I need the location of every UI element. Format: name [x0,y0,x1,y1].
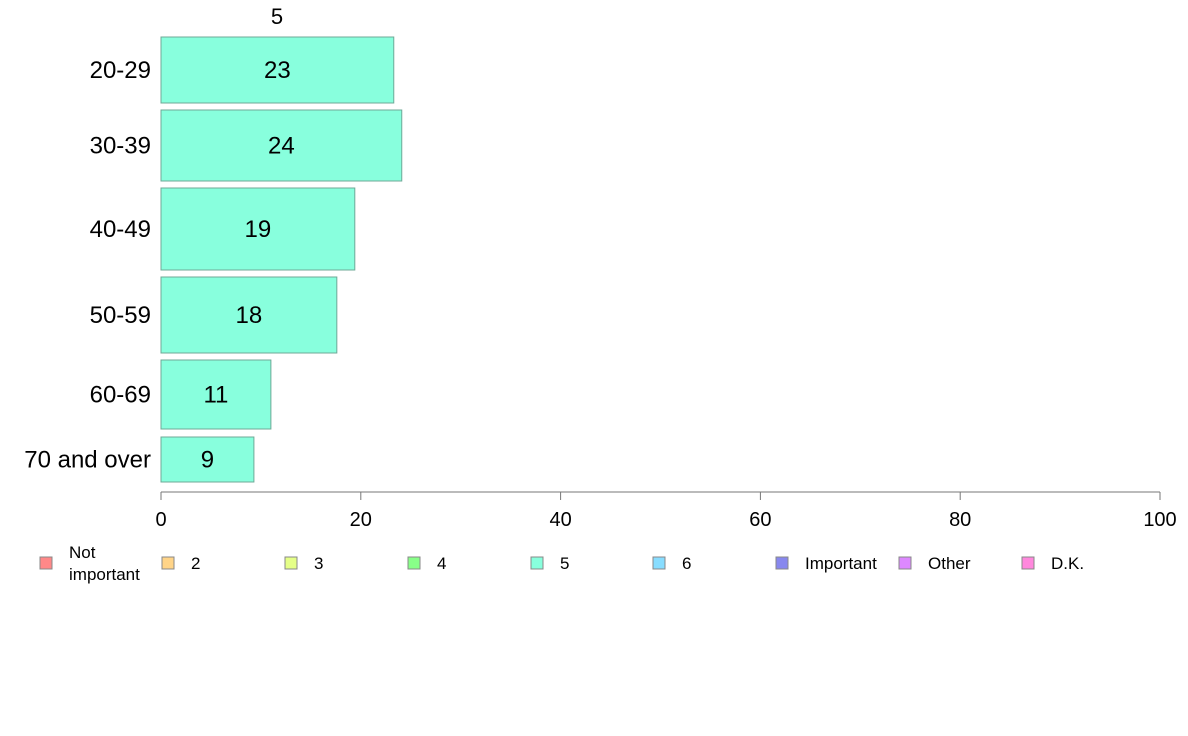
category-label: 60-69 [90,382,151,409]
legend-label: 6 [682,554,691,573]
series-title: 5 [271,4,283,29]
legend-label: Important [805,554,877,573]
x-axis: 0 20 40 60 80 100 [155,491,1177,531]
category-label: 50-59 [90,302,151,329]
legend-label: 3 [314,554,323,573]
legend-label: 2 [191,554,200,573]
bars-group: 23 24 19 18 11 9 [160,36,403,483]
bar [160,436,255,483]
legend-label: Not important [69,543,140,584]
category-label: 40-49 [90,216,151,243]
legend-swatch [652,556,666,570]
category-label: 70 and over [24,447,151,474]
bar [160,36,395,104]
legend-label: Other [928,554,971,573]
legend-label: D.K. [1051,554,1084,573]
legend-swatch [407,556,421,570]
legend-swatch [161,556,175,570]
legend-label: 5 [560,554,569,573]
x-tick-label: 40 [549,509,571,531]
x-tick-label: 80 [949,509,971,531]
legend: Not important 2 3 4 5 6 Important Other D.K. [39,543,1084,584]
bar-value-label: 19 [245,216,272,243]
bar [160,187,356,271]
legend-swatch [39,556,53,570]
bar-value-label: 23 [264,57,291,84]
legend-swatch [1021,556,1035,570]
bar-value-label: 9 [201,447,214,474]
bar [160,276,338,354]
x-tick-label: 60 [749,509,771,531]
legend-swatch [284,556,298,570]
legend-label: 4 [437,554,446,573]
x-tick-label: 0 [155,509,166,531]
bar-value-label: 24 [268,133,295,160]
legend-swatch [775,556,789,570]
category-label: 20-29 [90,57,151,84]
category-label: 30-39 [90,133,151,160]
legend-swatch [898,556,912,570]
category-labels: 20-29 30-39 40-49 50-59 60-69 70 and over [24,57,151,474]
bar-value-label: 18 [236,302,263,329]
x-tick-label: 100 [1143,509,1176,531]
x-tick-label: 20 [350,509,372,531]
bar-value-label: 11 [203,382,228,409]
bar [160,359,272,430]
bar [160,109,403,182]
legend-swatch [530,556,544,570]
